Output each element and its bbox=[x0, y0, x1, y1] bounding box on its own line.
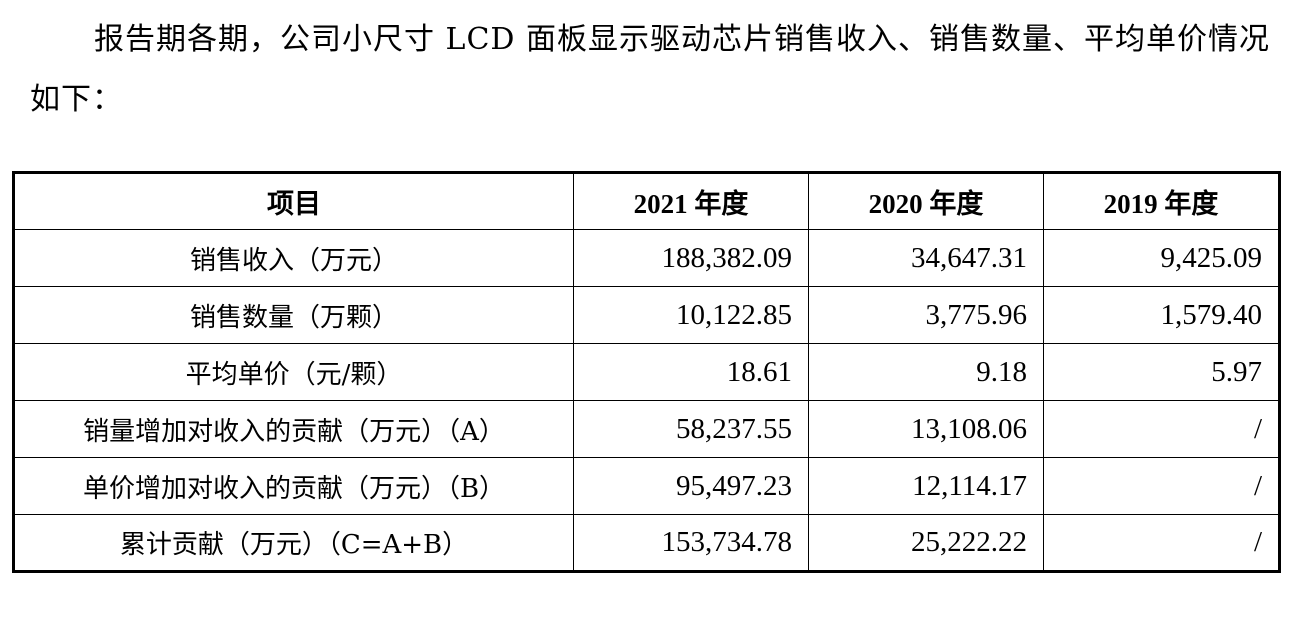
row-label: 销量增加对收入的贡献（万元）（A） bbox=[13, 400, 574, 458]
cell-value: 10,122.85 bbox=[573, 286, 809, 344]
cell-value: / bbox=[1043, 514, 1280, 572]
table-row: 销售收入（万元） 188,382.09 34,647.31 9,425.09 bbox=[13, 229, 1280, 287]
table-row: 平均单价（元/颗） 18.61 9.18 5.97 bbox=[13, 343, 1280, 401]
table-row: 累计贡献（万元）（C=A+B） 153,734.78 25,222.22 / bbox=[13, 514, 1280, 572]
column-header-2020: 2020 年度 bbox=[808, 172, 1044, 230]
cell-value: 188,382.09 bbox=[573, 229, 809, 287]
table-row: 销量增加对收入的贡献（万元）（A） 58,237.55 13,108.06 / bbox=[13, 400, 1280, 458]
column-header-2021: 2021 年度 bbox=[573, 172, 809, 230]
cell-value: 34,647.31 bbox=[808, 229, 1044, 287]
table-header-row: 项目 2021 年度 2020 年度 2019 年度 bbox=[13, 172, 1280, 230]
intro-paragraph: 报告期各期，公司小尺寸 LCD 面板显示驱动芯片销售收入、销售数量、平均单价情况… bbox=[30, 22, 1270, 117]
cell-value: 95,497.23 bbox=[573, 457, 809, 515]
cell-value: / bbox=[1043, 400, 1280, 458]
cell-value: 3,775.96 bbox=[808, 286, 1044, 344]
cell-value: 5.97 bbox=[1043, 343, 1280, 401]
cell-value: 153,734.78 bbox=[573, 514, 809, 572]
table-row: 单价增加对收入的贡献（万元）（B） 95,497.23 12,114.17 / bbox=[13, 457, 1280, 515]
row-label: 平均单价（元/颗） bbox=[13, 343, 574, 401]
cell-value: 12,114.17 bbox=[808, 457, 1044, 515]
cell-value: 9.18 bbox=[808, 343, 1044, 401]
column-header-2019: 2019 年度 bbox=[1043, 172, 1280, 230]
cell-value: 18.61 bbox=[573, 343, 809, 401]
sales-table: 项目 2021 年度 2020 年度 2019 年度 销售收入（万元） 188,… bbox=[12, 171, 1281, 573]
row-label: 累计贡献（万元）（C=A+B） bbox=[13, 514, 574, 572]
cell-value: 1,579.40 bbox=[1043, 286, 1280, 344]
cell-value: 9,425.09 bbox=[1043, 229, 1280, 287]
row-label: 单价增加对收入的贡献（万元）（B） bbox=[13, 457, 574, 515]
cell-value: 58,237.55 bbox=[573, 400, 809, 458]
column-header-item: 项目 bbox=[13, 172, 574, 230]
row-label: 销售收入（万元） bbox=[13, 229, 574, 287]
cell-value: 25,222.22 bbox=[808, 514, 1044, 572]
cell-value: / bbox=[1043, 457, 1280, 515]
cell-value: 13,108.06 bbox=[808, 400, 1044, 458]
table-row: 销售数量（万颗） 10,122.85 3,775.96 1,579.40 bbox=[13, 286, 1280, 344]
row-label: 销售数量（万颗） bbox=[13, 286, 574, 344]
